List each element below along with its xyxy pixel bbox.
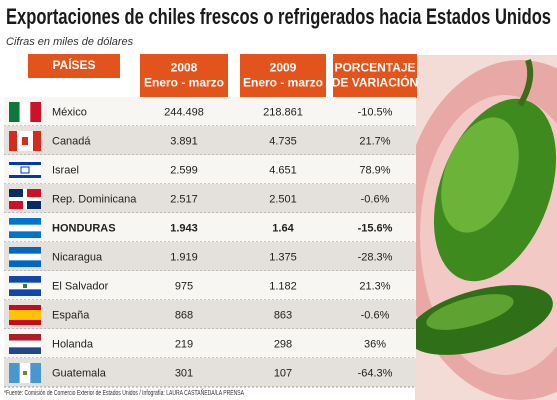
flag-part — [9, 197, 41, 201]
value-cell: 3.891 — [170, 135, 198, 147]
header-text: Enero - marzo — [144, 76, 224, 90]
value-cell: 244.498 — [164, 106, 204, 118]
flag-part — [33, 131, 41, 151]
value-cell: 863 — [274, 309, 292, 321]
flag-part — [23, 284, 27, 288]
flag-part — [25, 189, 41, 199]
value-cell: 2.501 — [269, 193, 297, 205]
country-name: Guatemala — [52, 367, 107, 379]
flag-part — [9, 102, 20, 122]
header-cell — [28, 54, 120, 78]
flag-part — [9, 162, 41, 165]
header-cell — [333, 54, 417, 98]
value-cell: -28.3% — [358, 251, 393, 263]
flag-part — [23, 371, 27, 375]
flag-part — [25, 199, 41, 209]
value-cell: 219 — [175, 338, 193, 350]
value-cell: 1.182 — [269, 280, 297, 292]
flag-part — [9, 347, 41, 354]
flag-part — [22, 137, 28, 145]
row-background — [4, 300, 416, 329]
flag-part — [9, 334, 41, 341]
row-background — [4, 329, 416, 358]
row-background — [4, 271, 416, 300]
header-text: 2009 — [270, 61, 297, 75]
country-name: Canadá — [52, 135, 91, 147]
country-name: Holanda — [52, 338, 94, 350]
country-name: España — [52, 309, 90, 321]
title: Exportaciones de chiles frescos o refrig… — [6, 4, 551, 29]
value-cell: 2.599 — [170, 164, 198, 176]
row-background — [4, 358, 416, 387]
header-text: PORCENTAJE — [334, 61, 415, 75]
pepper-illustration — [400, 55, 557, 400]
country-name: El Salvador — [52, 280, 109, 292]
flag-part — [30, 102, 41, 122]
value-cell: 975 — [175, 280, 193, 292]
header-text: Enero - marzo — [243, 76, 323, 90]
value-cell: 107 — [274, 367, 292, 379]
value-cell: 4.651 — [269, 164, 297, 176]
value-cell: 36% — [364, 338, 386, 350]
row-background — [4, 126, 416, 155]
row-background — [4, 184, 416, 213]
value-cell: 301 — [175, 367, 193, 379]
flag-part — [9, 363, 20, 383]
header-text: PAÍSES — [52, 57, 95, 72]
flag-part — [20, 166, 30, 174]
value-cell: 1.943 — [170, 222, 198, 234]
flag-part — [9, 189, 25, 199]
header-text: 2008 — [171, 61, 198, 75]
country-name: Nicaragua — [52, 251, 103, 263]
row-background — [4, 213, 416, 242]
country-name: HONDURAS — [52, 222, 116, 234]
value-cell: 1.64 — [272, 222, 294, 234]
flag-part — [9, 340, 41, 348]
value-cell: 2.517 — [170, 193, 198, 205]
value-cell: -0.6% — [361, 309, 390, 321]
value-cell: 298 — [274, 338, 292, 350]
value-cell: 1.919 — [170, 251, 198, 263]
value-cell: 21.7% — [359, 135, 390, 147]
flag-part — [9, 175, 41, 178]
row-background — [4, 242, 416, 271]
value-cell: 218.861 — [263, 106, 303, 118]
flag-part — [9, 131, 17, 151]
header-text: DE VARIACIÓN — [332, 75, 418, 90]
value-cell: 4.735 — [269, 135, 297, 147]
flag-part — [9, 310, 41, 320]
row-background — [4, 97, 416, 126]
footer: *Fuente: Comisión de Comercio Exterior d… — [4, 388, 244, 397]
flag-part — [9, 253, 41, 261]
value-cell: -64.3% — [358, 367, 393, 379]
flag-part — [9, 224, 41, 232]
value-cell: 21.3% — [359, 280, 390, 292]
country-name: Israel — [52, 164, 79, 176]
header-cell — [240, 54, 326, 98]
country-name: México — [52, 106, 87, 118]
header-cell — [140, 54, 228, 98]
flag-part — [30, 363, 41, 383]
value-cell: 1.375 — [269, 251, 297, 263]
flag-part — [9, 199, 25, 209]
value-cell: -0.6% — [361, 193, 390, 205]
flag-part — [19, 102, 31, 122]
value-cell: -10.5% — [358, 106, 393, 118]
value-cell: 868 — [175, 309, 193, 321]
row-background — [4, 155, 416, 184]
subtitle: Cifras en miles de dólares — [6, 36, 134, 48]
value-cell: -15.6% — [358, 222, 393, 234]
value-cell: 78.9% — [359, 164, 390, 176]
country-name: Rep. Dominicana — [52, 193, 137, 205]
